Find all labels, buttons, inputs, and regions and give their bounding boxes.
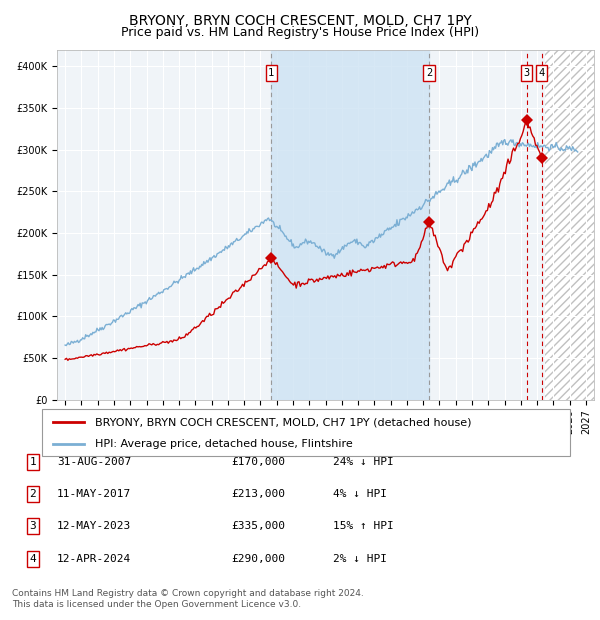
Text: 1: 1 bbox=[29, 457, 37, 467]
Text: £213,000: £213,000 bbox=[231, 489, 285, 499]
Text: Contains HM Land Registry data © Crown copyright and database right 2024.
This d: Contains HM Land Registry data © Crown c… bbox=[12, 590, 364, 609]
Bar bbox=[271, 50, 429, 400]
Text: 2: 2 bbox=[426, 68, 432, 78]
Text: HPI: Average price, detached house, Flintshire: HPI: Average price, detached house, Flin… bbox=[95, 439, 353, 449]
Text: £335,000: £335,000 bbox=[231, 521, 285, 531]
Text: 1: 1 bbox=[268, 68, 274, 78]
Text: Price paid vs. HM Land Registry's House Price Index (HPI): Price paid vs. HM Land Registry's House … bbox=[121, 26, 479, 39]
Text: 2: 2 bbox=[29, 489, 37, 499]
Text: 12-MAY-2023: 12-MAY-2023 bbox=[57, 521, 131, 531]
Text: 4: 4 bbox=[538, 68, 545, 78]
Bar bbox=[545, 50, 594, 400]
Text: 4: 4 bbox=[29, 554, 37, 564]
Text: 3: 3 bbox=[29, 521, 37, 531]
Text: 11-MAY-2017: 11-MAY-2017 bbox=[57, 489, 131, 499]
Text: 15% ↑ HPI: 15% ↑ HPI bbox=[333, 521, 394, 531]
Text: £290,000: £290,000 bbox=[231, 554, 285, 564]
Text: £170,000: £170,000 bbox=[231, 457, 285, 467]
Text: 31-AUG-2007: 31-AUG-2007 bbox=[57, 457, 131, 467]
Text: 4% ↓ HPI: 4% ↓ HPI bbox=[333, 489, 387, 499]
FancyBboxPatch shape bbox=[42, 409, 570, 456]
Text: 12-APR-2024: 12-APR-2024 bbox=[57, 554, 131, 564]
Text: 2% ↓ HPI: 2% ↓ HPI bbox=[333, 554, 387, 564]
Text: BRYONY, BRYN COCH CRESCENT, MOLD, CH7 1PY (detached house): BRYONY, BRYN COCH CRESCENT, MOLD, CH7 1P… bbox=[95, 417, 472, 427]
Text: 3: 3 bbox=[524, 68, 530, 78]
Bar bbox=[545, 50, 594, 400]
Text: 24% ↓ HPI: 24% ↓ HPI bbox=[333, 457, 394, 467]
Text: BRYONY, BRYN COCH CRESCENT, MOLD, CH7 1PY: BRYONY, BRYN COCH CRESCENT, MOLD, CH7 1P… bbox=[128, 14, 472, 28]
